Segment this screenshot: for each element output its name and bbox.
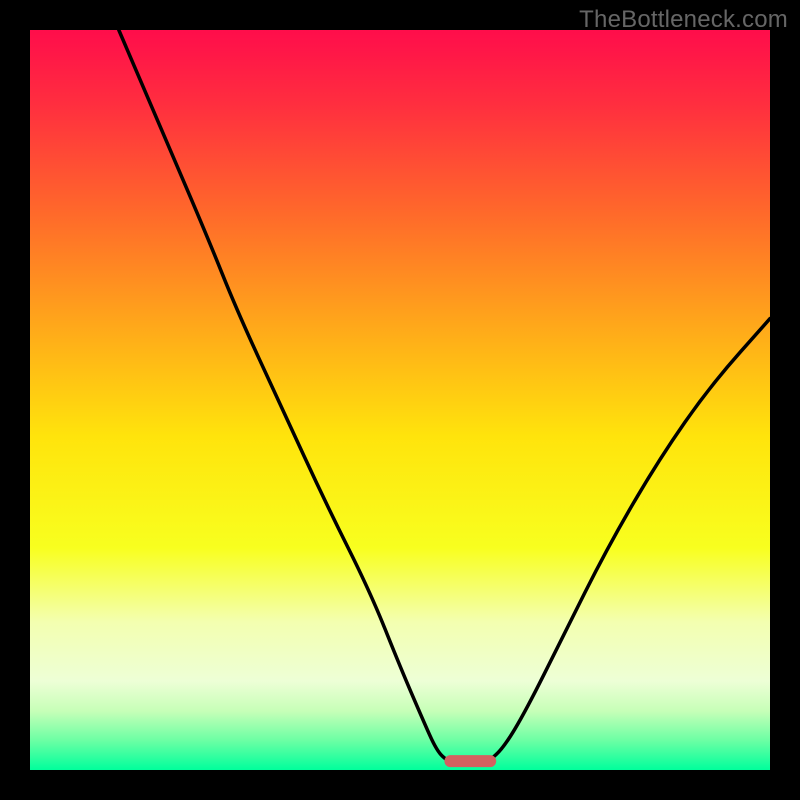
chart-svg	[0, 0, 800, 800]
minimum-indicator-bar	[444, 755, 496, 767]
bottleneck-chart: TheBottleneck.com	[0, 0, 800, 800]
watermark-text: TheBottleneck.com	[579, 6, 788, 34]
plot-background-gradient	[30, 30, 770, 770]
